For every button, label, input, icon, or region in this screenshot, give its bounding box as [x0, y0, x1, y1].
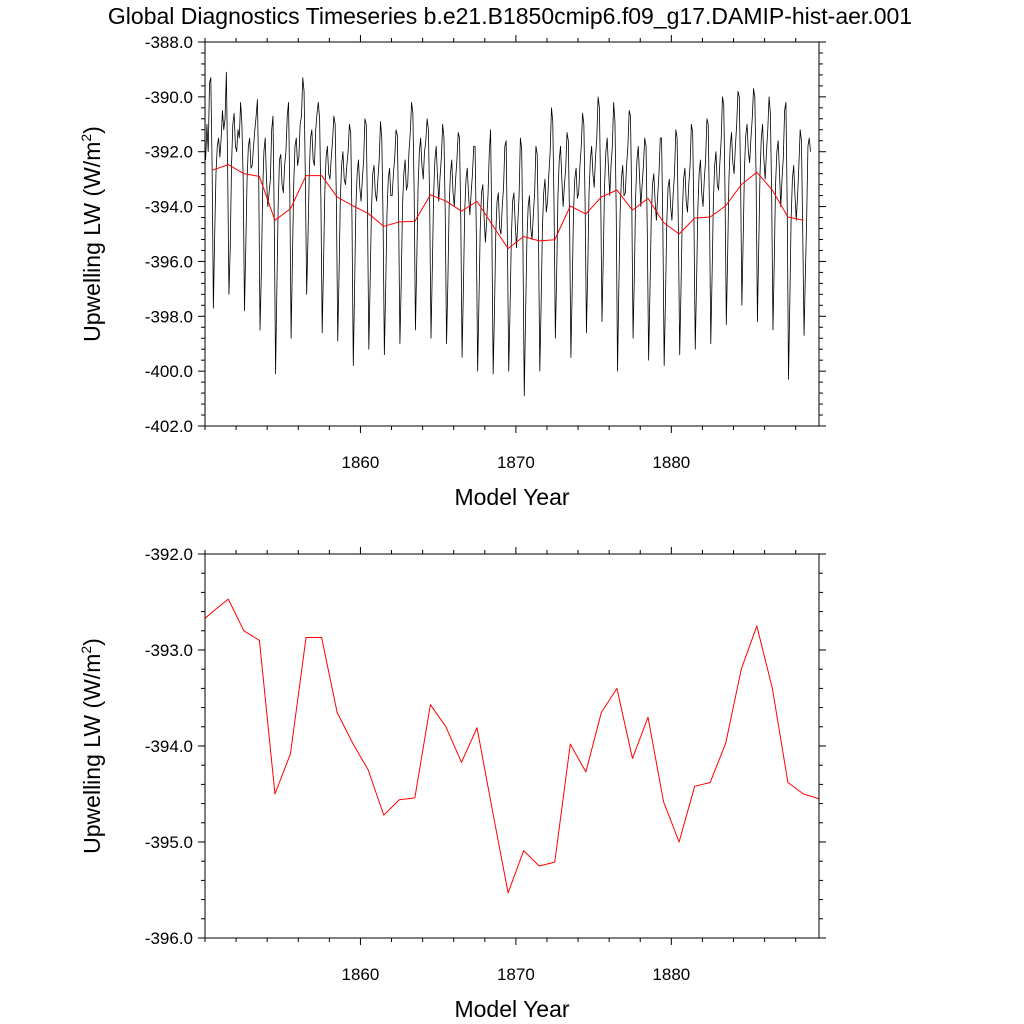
- y-tick-label: -396.0: [145, 929, 193, 948]
- y-tick-label: -400.0: [145, 362, 193, 381]
- x-tick-label: 1880: [652, 965, 690, 984]
- x-tick-label: 1860: [342, 965, 380, 984]
- x-tick-label: 1870: [497, 453, 535, 472]
- top-panel-monthly-timeseries: -402.0 -400.0 -398.0 -396.0 -394.0 -392.0 -390…: [78, 33, 826, 510]
- x-tick-label: 1860: [342, 453, 380, 472]
- x-tick-label: 1880: [652, 453, 690, 472]
- series-line-annual: [212, 164, 804, 250]
- y-axis-label: Upwelling LW (W/m2): [78, 638, 105, 854]
- figure-title: Global Diagnostics Timeseries b.e21.B185…: [108, 3, 912, 29]
- y-axis-label: Upwelling LW (W/m2): [78, 126, 105, 342]
- series-line-annual: [205, 598, 819, 894]
- series-line-monthly: [205, 71, 811, 397]
- plot-frame: [204, 553, 820, 939]
- y-tick-label: -402.0: [145, 417, 193, 436]
- x-tick-label: 1870: [497, 965, 535, 984]
- y-tick-label: -392.0: [145, 545, 193, 564]
- y-tick-label: -398.0: [145, 307, 193, 326]
- y-tick-label: -394.0: [145, 737, 193, 756]
- plot-frame: [204, 41, 820, 427]
- x-axis-label: Model Year: [454, 996, 569, 1022]
- y-tick-label: -393.0: [145, 641, 193, 660]
- y-tick-label: -396.0: [145, 252, 193, 271]
- y-tick-label: -388.0: [145, 33, 193, 52]
- y-tick-label: -390.0: [145, 88, 193, 107]
- x-axis-label: Model Year: [454, 484, 569, 510]
- y-tick-label: -395.0: [145, 833, 193, 852]
- y-tick-label: -392.0: [145, 143, 193, 162]
- bottom-panel-annual-timeseries: -396.0 -395.0 -394.0 -393.0 -392.0 1860 1870 18…: [78, 545, 826, 1022]
- y-tick-label: -394.0: [145, 198, 193, 217]
